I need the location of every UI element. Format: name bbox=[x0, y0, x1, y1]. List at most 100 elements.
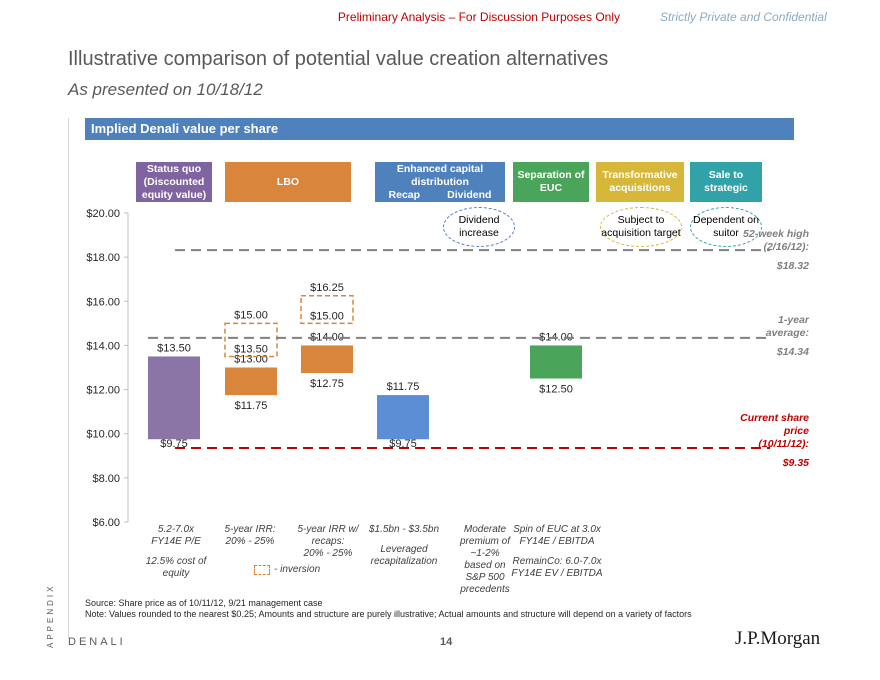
inversion-legend-label: - inversion bbox=[274, 564, 321, 575]
note-line: recapitalization bbox=[370, 556, 438, 567]
ref-52-week-high: 52-week high (2/16/12): $18.32 bbox=[735, 228, 809, 273]
inversion-legend-swatch bbox=[254, 565, 270, 575]
header-dividend-label: Dividend bbox=[447, 188, 492, 201]
header-enhanced-capital: Enhanced capital distribution Recap Divi… bbox=[375, 162, 505, 202]
note-line: 5-year IRR w/ bbox=[297, 524, 359, 535]
source-note: Source: Share price as of 10/11/12, 9/21… bbox=[85, 598, 323, 608]
header-sale-label: Sale to strategic bbox=[704, 169, 748, 194]
header-enhanced-capital-label: Enhanced capital distribution bbox=[396, 162, 484, 188]
note-leveraged-recap: $1.5bn - $3.5bn Leveraged recapitalizati… bbox=[364, 524, 444, 568]
note-line: 12.5% cost of bbox=[145, 556, 207, 567]
range-bar-inversion bbox=[224, 322, 278, 358]
page-number: 14 bbox=[440, 636, 453, 648]
range-bar bbox=[377, 395, 429, 440]
page-subtitle: As presented on 10/18/12 bbox=[68, 80, 263, 99]
page-title: Illustrative comparison of potential val… bbox=[68, 48, 609, 70]
ref-1-year-average-label: 1-year average: bbox=[765, 314, 809, 339]
bar-low-label: $15.00 bbox=[310, 310, 344, 322]
note-line: premium of bbox=[459, 536, 510, 547]
acquisition-bubble: Subject to acquisition target bbox=[600, 207, 682, 247]
dividend-bubble: Dividend increase bbox=[443, 207, 515, 247]
header-status-quo: Status quo (Discounted equity value) bbox=[136, 162, 212, 202]
note-line: based on bbox=[464, 560, 506, 571]
bar-low-label: $13.50 bbox=[234, 343, 268, 355]
header-sale: Sale to strategic bbox=[690, 162, 762, 202]
note-lbo-irr: 5-year IRR: 20% - 25% bbox=[214, 524, 286, 548]
note-status-quo: 5.2-7.0x FY14E P/E 12.5% cost of equity bbox=[130, 524, 222, 580]
note-line: 5.2-7.0x bbox=[157, 524, 195, 535]
dividend-bubble-text: Dividend increase bbox=[458, 214, 500, 239]
range-bar bbox=[225, 367, 277, 396]
header-status-quo-label: Status quo (Discounted equity value) bbox=[141, 162, 207, 201]
note-line: Spin of EUC at 3.0x bbox=[513, 524, 601, 535]
jpmorgan-logo: J.P.Morgan bbox=[735, 628, 821, 649]
y-tick-label: $18.00 bbox=[86, 252, 120, 264]
note-lbo-recap: 5-year IRR w/ recaps: 20% - 25% bbox=[290, 524, 366, 560]
header-transformative-label: Transformative acquisitions bbox=[602, 169, 678, 194]
range-bar bbox=[148, 356, 200, 440]
header-lbo: LBO bbox=[225, 162, 351, 202]
note-line: S&P 500 bbox=[465, 572, 505, 583]
note-line: precedents bbox=[460, 584, 510, 595]
bar-high-label: $13.50 bbox=[157, 342, 191, 354]
header-enhanced-sub: Recap Dividend bbox=[375, 189, 505, 202]
header-separation-label: Separation of EUC bbox=[517, 169, 585, 194]
bar-high-label: $15.00 bbox=[234, 309, 268, 321]
y-tick-label: $10.00 bbox=[86, 429, 120, 441]
left-rule bbox=[68, 118, 69, 638]
header-separation: Separation of EUC bbox=[513, 162, 589, 202]
section-header: Implied Denali value per share bbox=[85, 118, 794, 140]
note-line: FY14E EV / EBITDA bbox=[511, 568, 603, 579]
ref-current-price: Current share price (10/11/12): $9.35 bbox=[735, 412, 809, 470]
y-tick-label: $6.00 bbox=[92, 517, 120, 529]
ref-52-week-high-label: 52-week high (2/16/12): bbox=[743, 228, 809, 253]
strategic-bubble: Dependent on suitor bbox=[690, 207, 762, 247]
y-tick-label: $20.00 bbox=[86, 208, 120, 220]
range-bar bbox=[530, 345, 582, 379]
ref-52-week-high-value: $18.32 bbox=[776, 260, 809, 272]
y-tick-label: $8.00 bbox=[92, 473, 120, 485]
appendix-label: APPENDIX bbox=[46, 583, 55, 648]
note-line: FY14E / EBITDA bbox=[519, 536, 595, 547]
discussion-banner: Preliminary Analysis – For Discussion Pu… bbox=[337, 10, 620, 24]
bar-high-label: $11.75 bbox=[387, 381, 420, 393]
y-tick-label: $14.00 bbox=[86, 340, 120, 352]
ref-current-price-value: $9.35 bbox=[782, 457, 809, 469]
note-separation: Spin of EUC at 3.0x FY14E / EBITDA Remai… bbox=[508, 524, 606, 580]
note-line: RemainCo: 6.0-7.0x bbox=[512, 556, 602, 567]
bar-low-label: $12.75 bbox=[310, 378, 344, 390]
note-line: Leveraged bbox=[380, 544, 428, 555]
note-line: FY14E P/E bbox=[151, 536, 201, 547]
project-name: DENALI bbox=[68, 636, 126, 648]
note-line: 20% - 25% bbox=[225, 536, 275, 547]
header-lbo-label: LBO bbox=[276, 175, 300, 188]
note-line: $1.5bn - $3.5bn bbox=[368, 524, 440, 535]
y-tick-label: $16.00 bbox=[86, 296, 120, 308]
range-bar bbox=[301, 345, 353, 374]
note-dividend-premium: Moderate premium of ~1-2% based on S&P 5… bbox=[452, 524, 518, 596]
bar-low-label: $12.50 bbox=[539, 384, 573, 396]
note-line: 20% - 25% bbox=[303, 548, 353, 559]
note-line: equity bbox=[162, 568, 190, 579]
note-line: ~1-2% bbox=[470, 548, 500, 559]
strategic-bubble-text: Dependent on suitor bbox=[693, 214, 759, 239]
range-bar-inversion bbox=[300, 295, 354, 325]
disclaimer-note: Note: Values rounded to the nearest $0.2… bbox=[85, 609, 692, 619]
note-line: recaps: bbox=[311, 536, 345, 547]
bar-low-label: $9.75 bbox=[389, 438, 417, 450]
note-line: Moderate bbox=[463, 524, 507, 535]
inversion-legend: - inversion bbox=[254, 564, 320, 576]
header-recap-label: Recap bbox=[388, 188, 421, 201]
bar-low-label: $11.75 bbox=[235, 400, 268, 412]
bar-high-label: $13.00 bbox=[234, 354, 268, 366]
y-tick-label: $12.00 bbox=[86, 385, 120, 397]
ref-current-price-label: Current share price (10/11/12): bbox=[740, 412, 809, 450]
confidential-label: Strictly Private and Confidential bbox=[660, 10, 827, 24]
bar-high-label: $16.25 bbox=[310, 282, 344, 294]
note-line: 5-year IRR: bbox=[224, 524, 276, 535]
header-transformative: Transformative acquisitions bbox=[596, 162, 684, 202]
acquisition-bubble-text: Subject to acquisition target bbox=[601, 214, 681, 239]
ref-1-year-average: 1-year average: $14.34 bbox=[735, 314, 809, 359]
ref-1-year-average-value: $14.34 bbox=[776, 346, 809, 358]
